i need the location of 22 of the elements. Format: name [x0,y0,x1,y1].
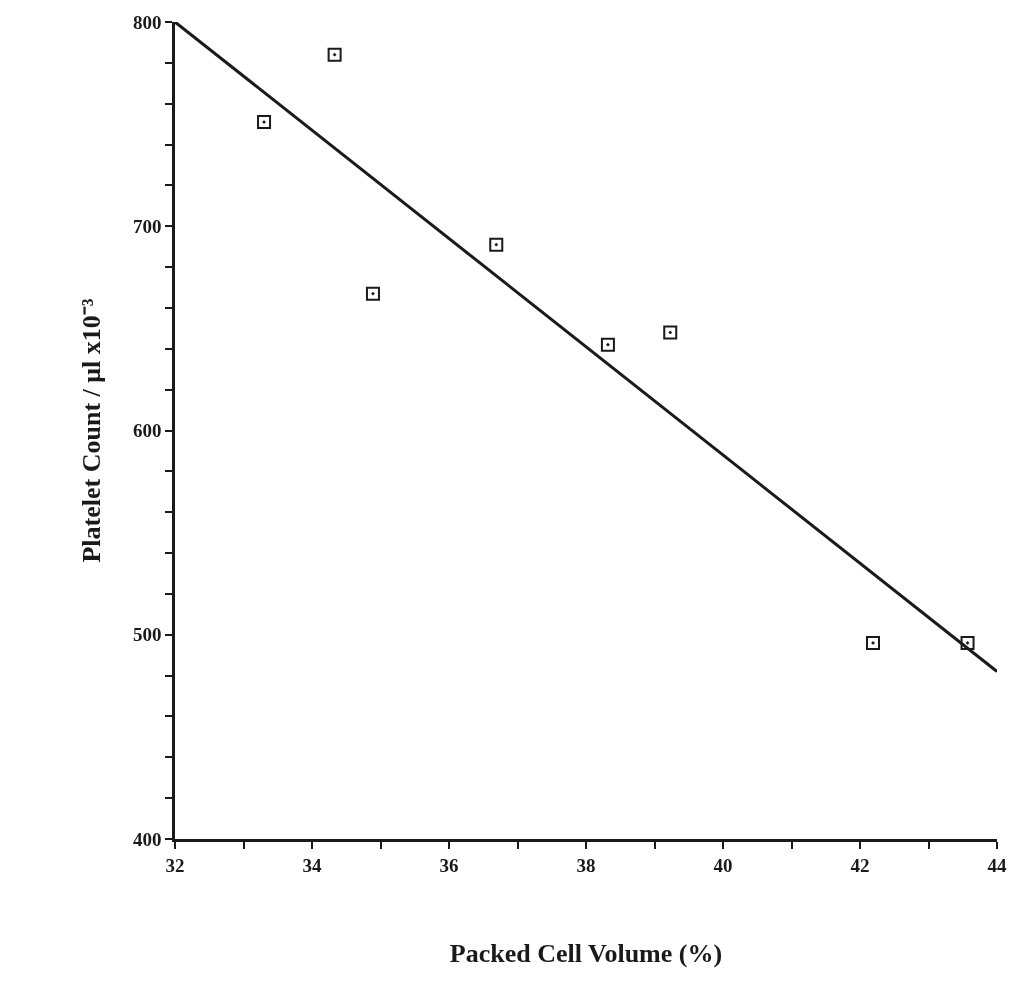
x-tick-label: 32 [165,854,185,876]
x-tick-label: 36 [439,854,459,876]
y-axis-title: Platelet Count / μl x10⁻³ [77,298,107,563]
point [365,286,380,301]
y-tick-label: 800 [132,11,162,33]
point [489,237,504,252]
point [663,325,678,340]
x-tick-label: 44 [987,854,1007,876]
y-tick-label: 700 [132,215,162,237]
point [600,337,615,352]
point [960,635,975,650]
x-tick-label: 38 [576,854,596,876]
y-tick-label: 500 [132,624,162,646]
x-axis-title: Packed Cell Volume (%) [449,939,723,969]
x-tick-label: 40 [713,854,733,876]
point [327,47,342,62]
x-tick-label: 42 [850,854,870,876]
y-tick-label: 600 [132,420,162,442]
x-tick-label: 34 [302,854,322,876]
y-tick-label: 400 [132,828,162,850]
point [866,635,881,650]
point [257,115,272,130]
